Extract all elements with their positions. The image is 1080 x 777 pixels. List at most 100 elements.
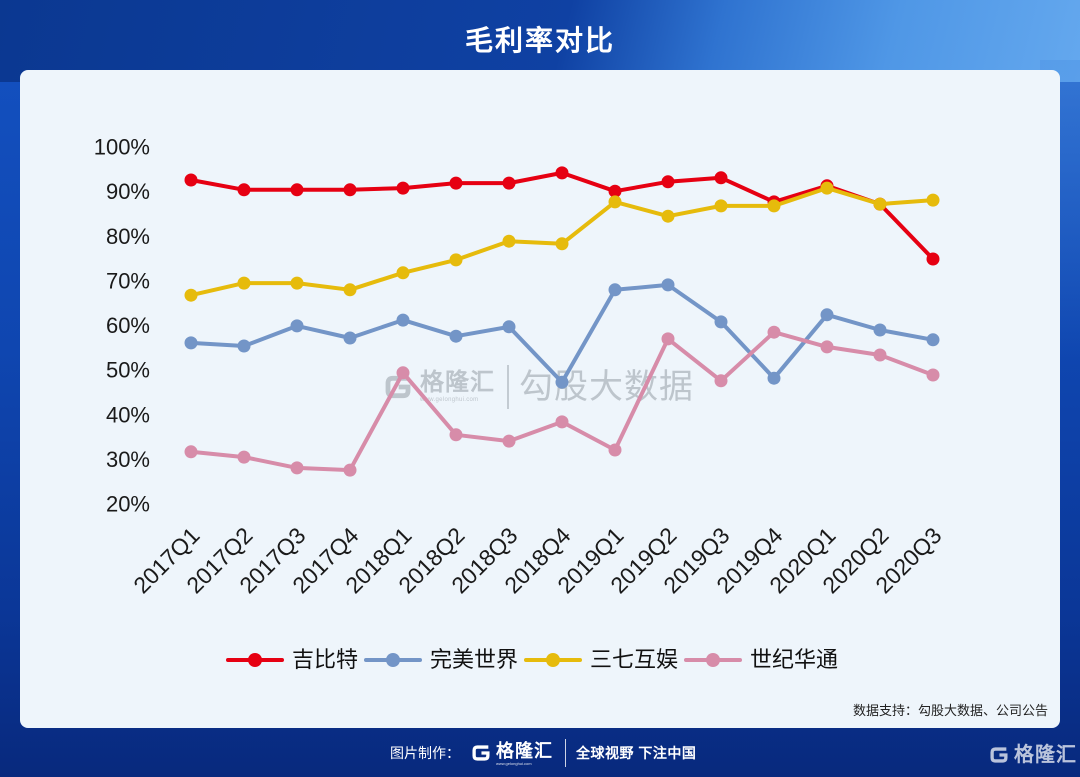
legend-swatch-marker <box>706 653 721 667</box>
series-2-point <box>290 319 304 333</box>
series-1-point <box>290 183 304 197</box>
x-axis: 2017Q12017Q22017Q32017Q42018Q12018Q22018… <box>128 522 946 598</box>
gelonghui-logo-icon <box>472 745 490 761</box>
series-3-point <box>767 199 781 213</box>
footer-brand-block: 格隆汇 www.gelonghui.com <box>496 741 553 766</box>
series-2-point <box>767 371 781 385</box>
corner-logo-brand: 格隆汇 <box>1014 744 1077 766</box>
series-2 <box>184 278 940 389</box>
series-4-point <box>820 340 834 354</box>
series-3-point <box>661 209 675 223</box>
footer-slogan: 全球视野 下注中国 <box>576 745 697 761</box>
footer-brand: 格隆汇 <box>496 740 553 761</box>
series-3-point <box>714 199 728 213</box>
series-3-point <box>184 288 198 302</box>
y-tick-label: 70% <box>106 268 150 293</box>
credit-label: 图片制作： <box>390 745 460 761</box>
series-4-point <box>661 332 675 346</box>
series-1-point <box>237 183 251 197</box>
legend-item: 完美世界 <box>364 646 518 674</box>
legend-swatch-marker <box>248 653 262 667</box>
series-2-point <box>926 333 940 347</box>
series-1-point <box>396 181 410 195</box>
series-4-point <box>343 463 357 477</box>
legend-label: 世纪华通 <box>750 647 839 672</box>
y-tick-label: 90% <box>106 179 150 204</box>
series-4-point <box>926 368 940 382</box>
chart-legend: 吉比特 完美世界 三七互娱 世纪华通 <box>226 646 838 674</box>
series-2-point <box>714 315 728 329</box>
corner-logo: 格隆汇 <box>988 742 1077 768</box>
series-3-point <box>343 283 357 297</box>
legend-label: 三七互娱 <box>590 647 679 672</box>
series-3-point <box>396 266 410 280</box>
footer-logo: 格隆汇 www.gelonghui.com <box>470 741 553 766</box>
footer: 图片制作： 格隆汇 www.gelonghui.com 全球视野 下注中国 <box>390 738 696 768</box>
series-2-point <box>608 283 622 297</box>
series-4-point <box>502 434 516 448</box>
series-4-point <box>290 461 304 475</box>
series-3-point <box>873 197 887 211</box>
series-3-point <box>820 181 834 195</box>
legend-item: 三七互娱 <box>524 646 678 674</box>
header-band <box>0 0 1080 82</box>
legend-swatch-marker <box>546 653 561 667</box>
legend-swatch <box>226 653 284 667</box>
watermark-brand: 格隆汇 <box>420 369 495 396</box>
series-3-point <box>608 195 622 209</box>
series-4-point <box>767 325 781 339</box>
series-1-point <box>608 184 622 198</box>
y-tick-label: 20% <box>106 492 150 517</box>
y-axis: 20% 30% 40% 50% 60% 70% 80% 90% 100% <box>94 135 150 517</box>
series-2-point <box>184 336 198 350</box>
watermark-brand-block: 格隆汇 www.gelonghui.com <box>420 370 495 404</box>
series-1-point <box>343 183 357 197</box>
series-4 <box>184 325 940 477</box>
legend-swatch <box>524 653 583 667</box>
series-3 <box>184 181 940 302</box>
series-1-point <box>449 176 463 190</box>
series-1-point <box>714 171 728 185</box>
series-4-point <box>449 428 463 442</box>
y-tick-label: 100% <box>94 135 150 160</box>
gelonghui-logo-icon <box>990 747 1008 763</box>
series-4-point <box>714 374 728 388</box>
series-2-point <box>661 278 675 292</box>
legend-swatch <box>364 653 423 667</box>
y-tick-label: 50% <box>106 358 150 383</box>
series-4-point <box>396 366 410 380</box>
series-3-point <box>555 237 569 251</box>
legend-swatch <box>684 653 743 667</box>
legend-item: 世纪华通 <box>684 646 838 674</box>
data-source-note: 数据支持：勾股大数据、公司公告 <box>852 703 1048 718</box>
watermark-text: 勾股大数据 <box>519 368 694 406</box>
series-1-point <box>502 176 516 190</box>
footer-divider <box>565 739 566 767</box>
series-4-point <box>237 450 251 464</box>
legend-label: 完美世界 <box>430 647 519 672</box>
y-tick-label: 30% <box>106 447 150 472</box>
series-2-point <box>237 339 251 353</box>
y-tick-label: 60% <box>106 313 150 338</box>
footer-site: www.gelonghui.com <box>496 760 532 766</box>
series-2-point <box>343 331 357 345</box>
series-4-point <box>608 443 622 457</box>
series-1-point <box>555 166 569 180</box>
page-title: 毛利率对比 <box>464 25 615 56</box>
series-1-point <box>661 175 675 189</box>
series-1-point <box>184 173 198 187</box>
legend-item: 吉比特 <box>226 646 358 674</box>
watermark-divider <box>507 365 509 409</box>
series-2-point <box>449 329 463 343</box>
legend-swatch-marker <box>386 653 401 667</box>
series-4-point <box>555 415 569 429</box>
legend-label: 吉比特 <box>292 647 359 672</box>
series-2-point <box>555 375 569 389</box>
series-3-point <box>502 234 516 248</box>
series-4-point <box>873 348 887 362</box>
series-2-point <box>873 323 887 337</box>
series-4-line <box>189 330 935 473</box>
series-1-point <box>926 252 940 266</box>
